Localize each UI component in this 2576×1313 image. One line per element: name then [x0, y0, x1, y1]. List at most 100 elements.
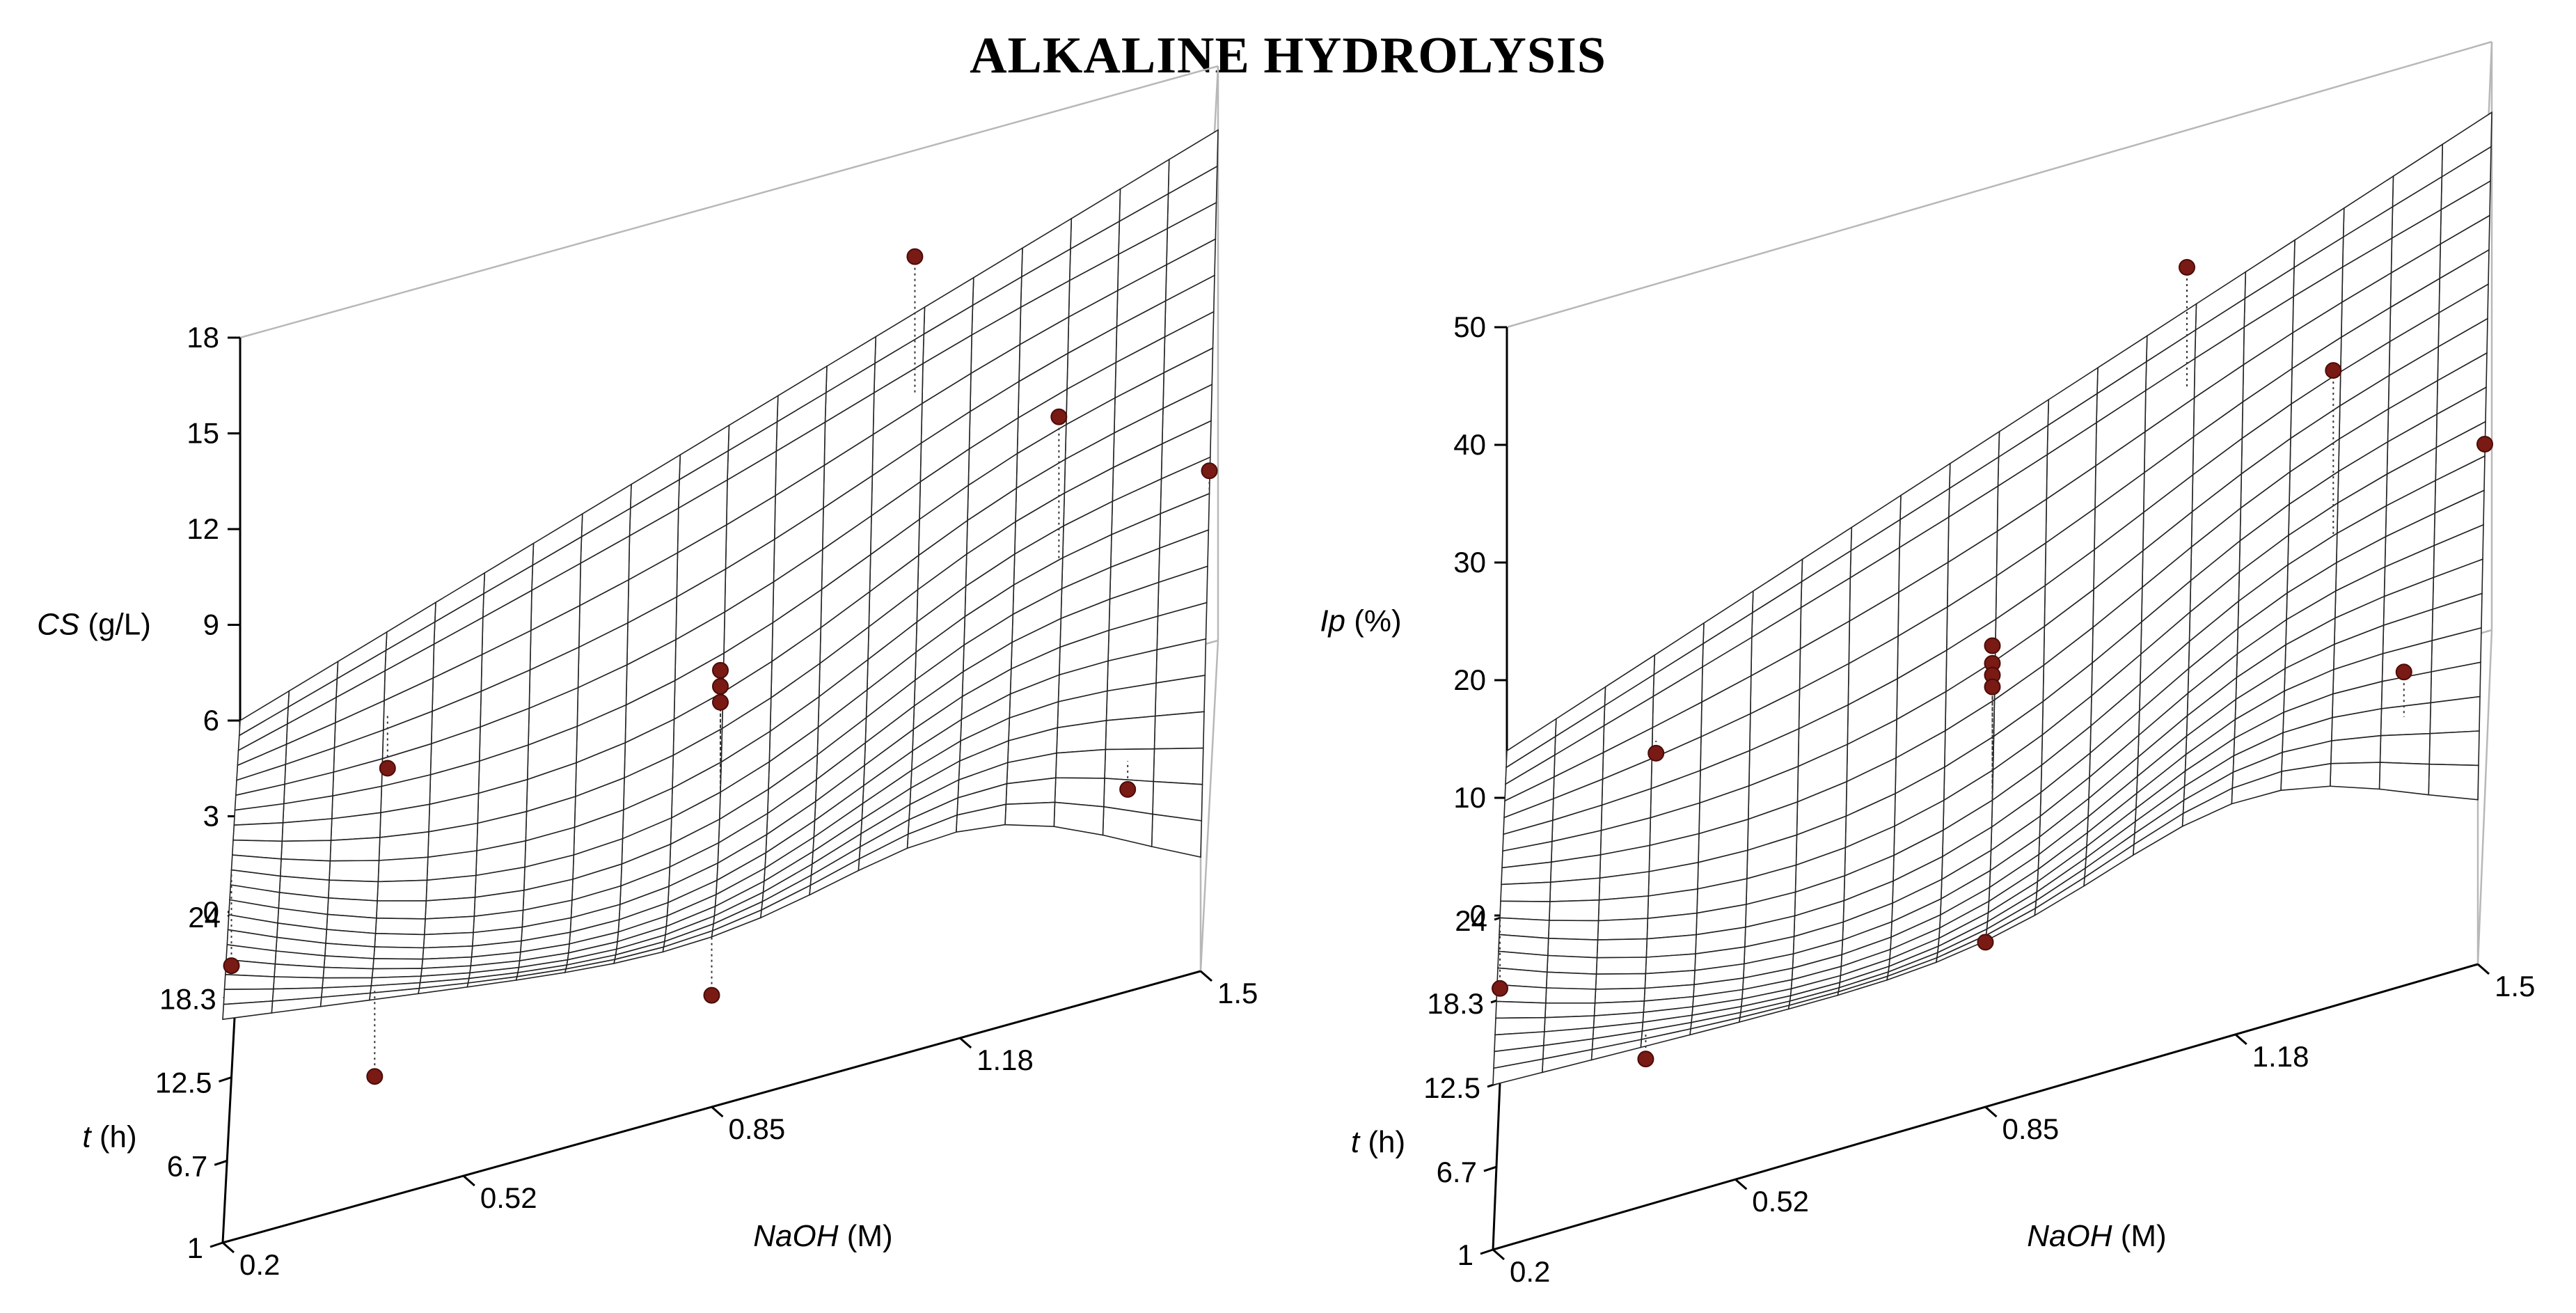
data-point — [703, 986, 720, 1004]
surface-cell — [1495, 1000, 1547, 1019]
data-point — [1984, 637, 2001, 654]
surface-cell — [2380, 702, 2432, 737]
z-tick-label: 0 — [1470, 899, 1486, 931]
x-tick-label: 1.18 — [2252, 1040, 2309, 1073]
top-edge — [239, 65, 1219, 339]
surface-cell — [2428, 730, 2480, 766]
x-tick-label: 0.52 — [1752, 1185, 1809, 1218]
z-tick-label: 6 — [203, 704, 219, 737]
data-point — [2179, 258, 2196, 276]
y-axis-label: t (h) — [1351, 1125, 1405, 1159]
surface-cell — [2428, 763, 2479, 801]
x-axis-label: NaOH (M) — [2027, 1219, 2166, 1253]
surface-cell — [1547, 937, 1599, 959]
surface-cell — [1153, 711, 1205, 750]
y-tick-label: 18.3 — [159, 983, 216, 1016]
surface-cell — [322, 966, 374, 979]
surface-cell — [1547, 920, 1599, 941]
y-tick-label: 12.5 — [1423, 1071, 1480, 1104]
surface-cell — [1102, 805, 1153, 848]
ip-surface-chart: 0 10 20 30 40 50 1 6.7 12.5 18.3 24 0.2 0.52 0.85 1.18… — [1320, 40, 2535, 1288]
x-tick — [462, 1174, 475, 1187]
z-tick-label: 3 — [203, 800, 219, 833]
data-point — [366, 1068, 384, 1085]
x-tick-label: 0.85 — [729, 1112, 786, 1145]
surface-cell — [1546, 954, 1598, 975]
data-point — [1647, 744, 1665, 762]
data-point — [2476, 436, 2493, 453]
top-edge — [1506, 40, 2492, 329]
x-tick — [959, 1037, 972, 1049]
surface-cell — [1053, 801, 1105, 836]
surface-mesh — [1492, 111, 2492, 1086]
surface-cell — [1492, 1058, 1544, 1086]
y-tick-label: 24 — [188, 901, 221, 934]
surface-cell — [329, 837, 381, 862]
y-tick — [219, 1076, 232, 1083]
surface-cell — [377, 856, 429, 883]
data-point — [712, 661, 729, 679]
surface-cell — [2378, 762, 2431, 796]
y-tick-label: 6.7 — [1437, 1156, 1477, 1188]
surface-cell — [323, 955, 374, 970]
surface-cell — [1597, 918, 1649, 941]
data-point — [2325, 362, 2342, 379]
data-point — [1492, 980, 1508, 997]
x-tick — [1735, 1178, 1748, 1190]
x-tick-label: 0.85 — [2002, 1112, 2060, 1145]
surface-cell — [2429, 695, 2481, 734]
z-tick-label: 10 — [1453, 781, 1486, 814]
surface-cell — [1545, 971, 1597, 990]
y-axis-label: t (h) — [82, 1120, 136, 1154]
surface-cell — [280, 840, 332, 862]
surface-mesh — [222, 129, 1219, 1021]
surface-cell — [374, 917, 426, 936]
surface-cell — [2329, 762, 2381, 790]
surface-cell — [425, 874, 477, 902]
surface-cell — [377, 879, 428, 902]
surface-cell — [1499, 900, 1551, 921]
surface-cell — [422, 931, 474, 949]
surface-cell — [375, 900, 427, 920]
z-tick-label: 9 — [203, 608, 219, 641]
y-tick — [214, 1159, 228, 1166]
surface-cell — [1544, 987, 1597, 1004]
z-tick-label: 20 — [1453, 663, 1486, 696]
surface-cell — [1153, 747, 1204, 785]
y-tick-label: 1 — [187, 1232, 203, 1264]
surface-cell — [1596, 938, 1648, 959]
surface-cell — [222, 1000, 274, 1021]
surface-cell — [1597, 895, 1650, 922]
floor-edge — [1199, 640, 1219, 972]
z-tick-label: 50 — [1453, 310, 1486, 343]
x-tick — [2477, 963, 2490, 975]
surface-cell — [423, 915, 475, 936]
surface-cell — [1004, 801, 1056, 828]
data-point — [1637, 1051, 1654, 1068]
surface-cell — [1151, 813, 1203, 858]
surface-cell — [1105, 715, 1156, 750]
surface-cell — [272, 976, 324, 990]
surface-cell — [374, 932, 425, 949]
cs-surface-chart: 0 3 6 9 12 15 18 1 6.7 12.5 18.3 24 0.2 0.52 0.85 1.18 1… — [37, 65, 1258, 1281]
z-tick-label: 40 — [1453, 428, 1486, 461]
data-point — [1984, 678, 2001, 695]
x-tick — [1984, 1106, 1998, 1118]
surface-cell — [281, 818, 333, 842]
data-point — [1050, 408, 1068, 425]
surface-cell — [1054, 748, 1107, 779]
floor-edge — [2476, 629, 2493, 965]
surface-cell — [1548, 899, 1600, 922]
y-tick-label: 24 — [1455, 904, 1487, 937]
x-tick — [1200, 970, 1212, 982]
x-tick-label: 0.2 — [1510, 1255, 1550, 1288]
data-point — [712, 677, 729, 695]
z-tick-label: 15 — [187, 417, 219, 450]
x-tick — [711, 1106, 724, 1118]
z-tick-label: 18 — [187, 321, 219, 354]
x-tick — [2234, 1033, 2247, 1046]
surface-cell — [327, 879, 379, 902]
x-tick — [222, 1241, 235, 1254]
data-point — [906, 248, 924, 265]
x-tick-label: 1.5 — [2495, 970, 2535, 1003]
